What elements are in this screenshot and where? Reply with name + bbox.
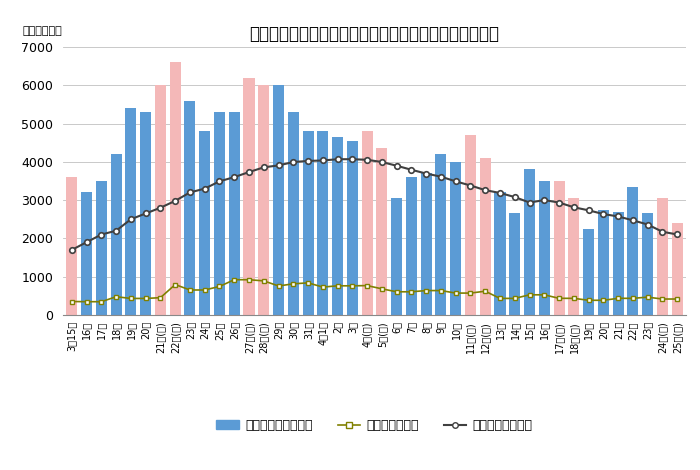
Bar bbox=[111, 154, 122, 315]
Bar bbox=[155, 85, 166, 315]
Bar bbox=[627, 187, 638, 315]
Bar bbox=[480, 158, 491, 315]
Bar bbox=[66, 177, 78, 315]
Bar bbox=[229, 112, 240, 315]
Bar bbox=[465, 135, 476, 315]
Bar bbox=[214, 112, 225, 315]
Bar bbox=[199, 131, 210, 315]
Bar bbox=[494, 192, 505, 315]
Bar bbox=[435, 154, 447, 315]
Bar bbox=[391, 198, 402, 315]
Title: 【イタリア国内における新型コロナウイルスの感染者】: 【イタリア国内における新型コロナウイルスの感染者】 bbox=[249, 24, 500, 43]
Legend: 陽性反応者（日別）, 死亡者（日別）, 集中治療室の患者: 陽性反応者（日別）, 死亡者（日別）, 集中治療室の患者 bbox=[211, 414, 538, 437]
Bar bbox=[598, 210, 609, 315]
Bar bbox=[450, 162, 461, 315]
Bar bbox=[288, 112, 299, 315]
Bar bbox=[169, 63, 181, 315]
Bar bbox=[362, 131, 372, 315]
Text: （単位：人）: （単位：人） bbox=[22, 26, 62, 36]
Bar bbox=[273, 85, 284, 315]
Bar bbox=[184, 101, 195, 315]
Bar bbox=[612, 212, 624, 315]
Bar bbox=[377, 149, 387, 315]
Bar bbox=[509, 213, 520, 315]
Bar bbox=[554, 181, 565, 315]
Bar bbox=[258, 85, 270, 315]
Bar bbox=[81, 192, 92, 315]
Bar bbox=[96, 181, 107, 315]
Bar bbox=[568, 198, 580, 315]
Bar bbox=[125, 108, 136, 315]
Bar bbox=[346, 141, 358, 315]
Bar bbox=[244, 78, 255, 315]
Bar bbox=[302, 131, 314, 315]
Bar bbox=[317, 131, 328, 315]
Bar bbox=[524, 170, 535, 315]
Bar bbox=[671, 223, 682, 315]
Bar bbox=[406, 177, 417, 315]
Bar bbox=[642, 213, 653, 315]
Bar bbox=[583, 229, 594, 315]
Bar bbox=[539, 181, 550, 315]
Bar bbox=[421, 173, 432, 315]
Bar bbox=[657, 198, 668, 315]
Bar bbox=[140, 112, 151, 315]
Bar bbox=[332, 137, 343, 315]
